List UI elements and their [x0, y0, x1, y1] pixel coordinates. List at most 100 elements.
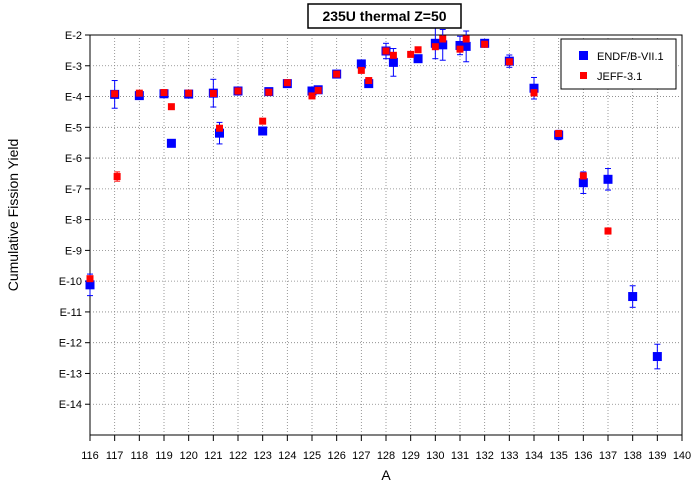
data-point: [414, 46, 422, 54]
data-point: [307, 86, 317, 96]
data-point: [215, 128, 224, 138]
data-point: [333, 70, 341, 78]
data-point: [628, 292, 638, 302]
legend: ENDF/B-VII.1 JEFF-3.1: [560, 38, 677, 90]
x-tick-label: 122: [229, 450, 247, 462]
y-tick-label: E-3: [65, 61, 82, 73]
data-point: [209, 89, 217, 97]
data-point: [356, 59, 366, 69]
data-point: [481, 40, 489, 48]
legend-marker-endf: [579, 51, 588, 60]
title-box: [307, 3, 462, 29]
data-point: [431, 43, 439, 51]
x-tick-label: 136: [574, 450, 592, 462]
data-point: [113, 173, 121, 181]
x-tick-label: 137: [599, 450, 617, 462]
y-tick-label: E-5: [65, 122, 82, 134]
data-point: [160, 89, 168, 97]
data-point: [462, 35, 470, 43]
x-tick-label: 125: [303, 450, 321, 462]
y-tick-label: E-7: [65, 184, 82, 196]
data-point: [438, 40, 448, 50]
data-point: [389, 51, 397, 59]
data-point: [578, 178, 588, 188]
data-point: [530, 89, 538, 97]
data-point: [365, 77, 373, 85]
x-tick-label: 134: [525, 450, 543, 462]
data-point: [283, 79, 291, 87]
x-tick-label: 116: [81, 450, 99, 462]
data-point: [652, 352, 662, 362]
data-point: [603, 174, 613, 184]
x-tick-label: 118: [131, 450, 149, 462]
data-point: [166, 138, 176, 148]
data-point: [461, 41, 471, 51]
x-tick-label: 121: [204, 450, 222, 462]
chart-title: 235U thermal Z=50: [322, 8, 446, 24]
data-point: [314, 86, 322, 94]
data-point: [529, 83, 539, 93]
y-tick-label: E-2: [65, 30, 82, 42]
data-point: [265, 88, 273, 96]
data-point: [604, 227, 612, 235]
data-point: [407, 50, 415, 58]
legend-marker-jeff: [580, 72, 587, 79]
series-layer: [85, 27, 662, 370]
data-point: [234, 87, 242, 95]
x-tick-label: 119: [155, 450, 173, 462]
y-axis-label: Cumulative Fission Yield: [5, 139, 21, 292]
x-tick-label: 133: [500, 450, 518, 462]
data-point: [135, 89, 143, 97]
x-axis-ticks: 116 117 118 119 120 121 122 123 124 125 126 127 128 1…: [81, 435, 691, 462]
data-point: [382, 47, 390, 55]
y-tick-label: E-6: [65, 153, 82, 165]
x-tick-label: 130: [426, 450, 444, 462]
data-point: [111, 90, 119, 98]
y-tick-label: E-4: [65, 92, 82, 104]
data-point: [439, 35, 447, 43]
data-point: [456, 45, 464, 53]
data-point: [413, 54, 423, 64]
x-tick-label: 120: [179, 450, 197, 462]
data-point: [579, 172, 587, 180]
x-tick-label: 131: [451, 450, 469, 462]
y-tick-label: E-10: [59, 276, 82, 288]
data-point: [167, 103, 175, 111]
legend-label-jeff: JEFF-3.1: [597, 71, 642, 83]
x-tick-label: 140: [673, 450, 691, 462]
x-tick-label: 124: [278, 450, 296, 462]
x-tick-label: 127: [352, 450, 370, 462]
data-point: [216, 124, 223, 132]
y-axis-ticks: E-2 E-3 E-4 E-5 E-6 E-7 E-8 E-9 E-10 E-11 E-12 E-13…: [59, 30, 90, 411]
x-tick-label: 132: [475, 450, 493, 462]
data-point: [259, 117, 267, 125]
data-point: [308, 92, 316, 100]
legend-label-endf: ENDF/B-VII.1: [597, 51, 664, 63]
x-axis-label: A: [381, 467, 391, 483]
data-point: [86, 275, 94, 283]
x-tick-label: 126: [327, 450, 345, 462]
y-tick-label: E-11: [60, 307, 82, 319]
data-point: [388, 57, 398, 67]
x-tick-label: 138: [623, 450, 641, 462]
x-tick-label: 128: [377, 450, 395, 462]
y-tick-label: E-13: [59, 368, 82, 380]
data-point: [258, 126, 268, 136]
data-point: [505, 58, 513, 66]
y-tick-label: E-14: [59, 399, 82, 411]
y-tick-label: E-9: [65, 245, 82, 257]
data-point: [455, 40, 465, 50]
data-point: [555, 129, 563, 137]
legend-box: [560, 38, 677, 90]
data-point: [185, 89, 193, 97]
x-tick-label: 139: [648, 450, 666, 462]
x-tick-label: 129: [401, 450, 419, 462]
y-tick-label: E-12: [59, 338, 82, 350]
x-tick-label: 117: [106, 450, 124, 462]
x-tick-label: 123: [253, 450, 271, 462]
y-tick-label: E-8: [65, 215, 82, 227]
data-point: [357, 66, 365, 74]
data-point: [85, 280, 95, 290]
x-tick-label: 135: [549, 450, 567, 462]
